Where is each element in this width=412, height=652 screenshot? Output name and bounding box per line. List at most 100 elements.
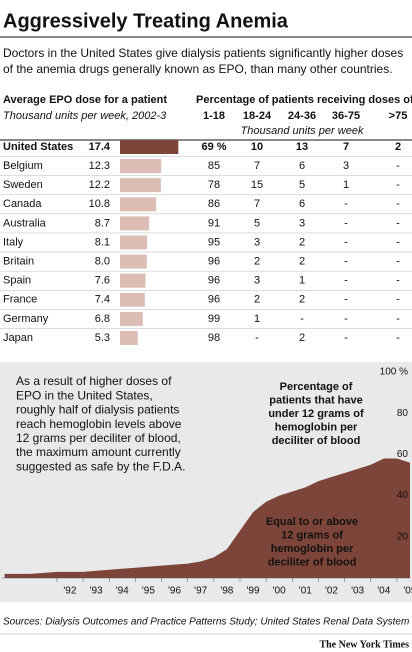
table-subtitle: Thousand units per week <box>241 125 364 137</box>
bar <box>120 254 147 269</box>
x-tick-label: '96 <box>168 586 181 597</box>
category-label: Canada <box>3 198 42 210</box>
table-cell: - <box>344 217 348 229</box>
bar <box>120 273 146 288</box>
bar <box>120 140 179 154</box>
table-cell: 10 <box>251 141 263 153</box>
table-cell: - <box>396 313 400 325</box>
x-tick-label: '02 <box>325 586 338 597</box>
value-label: 8.7 <box>95 217 110 229</box>
column-header: >75 <box>389 110 408 122</box>
table-cell: 2 <box>254 294 260 306</box>
table-cell: 99 <box>208 313 220 325</box>
x-tick-label: '95 <box>142 586 155 597</box>
table-cell: 13 <box>296 141 308 153</box>
table-cell: - <box>344 198 348 210</box>
bar <box>120 216 150 231</box>
table-cell: - <box>396 217 400 229</box>
category-label: Spain <box>3 275 31 287</box>
bar <box>120 311 143 326</box>
x-tick-label: '03 <box>351 586 364 597</box>
table-cell: 1 <box>343 179 349 191</box>
table-cell: - <box>396 256 400 268</box>
y-tick-label: 80 <box>397 408 409 419</box>
annotation: the maximum amount currently <box>16 445 181 459</box>
table-cell: - <box>344 275 348 287</box>
bar-title: Average EPO dose for a patient <box>3 94 167 106</box>
x-tick-label: '94 <box>116 586 129 597</box>
table-cell: - <box>396 198 400 210</box>
table-cell: 1 <box>254 313 260 325</box>
bar <box>120 159 162 174</box>
column-header: 36-75 <box>332 110 360 122</box>
region-label: hemoglobin per <box>275 421 358 433</box>
x-tick-label: '01 <box>299 586 312 597</box>
table-cell: 3 <box>343 160 349 172</box>
x-tick-label: '05 <box>403 586 412 597</box>
table-cell: 2 <box>254 256 260 268</box>
area <box>4 458 410 578</box>
table-cell: - <box>255 332 259 344</box>
table-cell: 5 <box>299 179 305 191</box>
y-tick-label: 40 <box>397 490 409 501</box>
table-cell: 2 <box>299 294 305 306</box>
table-cell: - <box>300 313 304 325</box>
title: Aggressively Treating Anemia <box>3 10 289 32</box>
table-cell: - <box>344 256 348 268</box>
bar <box>120 197 157 212</box>
column-header: 18-24 <box>243 110 272 122</box>
annotation: reach hemoglobin levels above <box>16 417 182 431</box>
x-tick-label: '93 <box>90 586 103 597</box>
table-cell: 86 <box>208 198 220 210</box>
region-label: 12 grams of <box>281 529 343 541</box>
table-cell: - <box>396 275 400 287</box>
y-tick-label: 20 <box>397 531 409 542</box>
subtitle: of the anemia drugs generally known as E… <box>3 62 393 76</box>
value-label: 12.3 <box>89 160 110 172</box>
x-tick-label: '99 <box>246 586 259 597</box>
bar <box>120 178 161 193</box>
annotation: As a result of higher doses of <box>16 374 172 388</box>
category-label: Sweden <box>3 179 43 191</box>
table-cell: 96 <box>208 256 220 268</box>
x-tick-label: '97 <box>194 586 207 597</box>
bar-subtitle: Thousand units per week, 2002-3 <box>3 110 167 122</box>
column-header: 24-36 <box>288 110 316 122</box>
region-label: Equal to or above <box>266 516 358 528</box>
value-label: 10.8 <box>89 198 110 210</box>
category-label: Germany <box>3 313 49 325</box>
table-cell: - <box>344 294 348 306</box>
region-label: under 12 grams of <box>268 408 364 420</box>
region-label: deciliter of blood <box>272 435 361 447</box>
value-label: 8.1 <box>95 236 110 248</box>
table-cell: 69 % <box>201 141 226 153</box>
table-cell: 7 <box>254 198 260 210</box>
annotation: roughly half of dialysis patients <box>16 403 179 417</box>
table-cell: 91 <box>208 217 220 229</box>
credit: The New York Times <box>319 639 409 650</box>
table-cell: 98 <box>208 332 220 344</box>
x-tick-label: '04 <box>377 586 390 597</box>
table-cell: - <box>396 160 400 172</box>
table-cell: 7 <box>343 141 349 153</box>
table-cell: 3 <box>254 236 260 248</box>
table-cell: 78 <box>208 179 220 191</box>
value-label: 7.6 <box>95 275 110 287</box>
table-cell: 2 <box>395 141 401 153</box>
value-label: 17.4 <box>89 141 111 153</box>
table-cell: 85 <box>208 160 220 172</box>
table-cell: 6 <box>299 160 305 172</box>
source: Sources: Dialysis Outcomes and Practice … <box>3 617 409 628</box>
bar <box>120 292 145 307</box>
table-cell: - <box>344 332 348 344</box>
y-tick-label: 60 <box>397 449 409 460</box>
table-cell: 5 <box>254 217 260 229</box>
value-label: 5.3 <box>95 332 110 344</box>
column-header: 1-18 <box>203 110 225 122</box>
value-label: 6.8 <box>95 313 110 325</box>
table-cell: 95 <box>208 236 220 248</box>
x-tick-label: '92 <box>63 586 76 597</box>
category-label: Italy <box>3 236 24 248</box>
category-label: Britain <box>3 256 34 268</box>
